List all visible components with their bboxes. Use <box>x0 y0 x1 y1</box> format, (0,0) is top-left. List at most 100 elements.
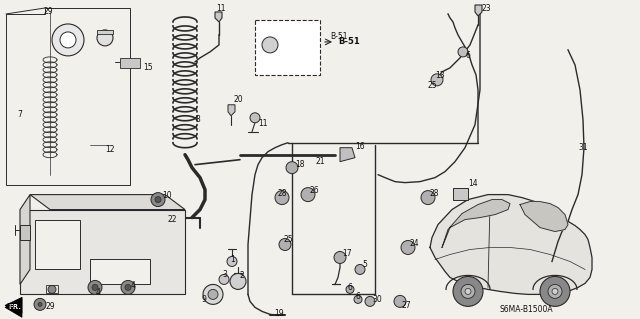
Circle shape <box>461 285 475 298</box>
Polygon shape <box>20 195 30 285</box>
Text: 28: 28 <box>278 189 287 198</box>
Text: 9: 9 <box>202 295 207 304</box>
Polygon shape <box>340 148 355 162</box>
Circle shape <box>92 285 98 290</box>
Text: B-51: B-51 <box>338 37 360 46</box>
Text: 4: 4 <box>131 281 136 290</box>
Text: 20: 20 <box>233 95 243 104</box>
Circle shape <box>151 193 165 207</box>
Circle shape <box>219 274 229 285</box>
Circle shape <box>88 280 102 294</box>
Circle shape <box>275 191 289 204</box>
Circle shape <box>208 289 218 300</box>
Polygon shape <box>5 297 22 313</box>
Circle shape <box>431 74 443 86</box>
Circle shape <box>334 251 346 263</box>
Circle shape <box>279 239 291 250</box>
Text: 25: 25 <box>427 81 436 90</box>
Circle shape <box>453 277 483 306</box>
Text: 25: 25 <box>283 235 292 244</box>
Text: 6: 6 <box>465 51 470 60</box>
Text: 30: 30 <box>372 295 381 304</box>
Text: 6: 6 <box>348 283 353 292</box>
Text: 21: 21 <box>315 157 324 166</box>
Text: B-51: B-51 <box>330 33 348 41</box>
Text: 28: 28 <box>430 189 440 198</box>
Text: 4: 4 <box>96 288 101 297</box>
Circle shape <box>365 296 375 306</box>
Polygon shape <box>30 195 185 210</box>
Text: 11: 11 <box>258 119 268 128</box>
Text: 11: 11 <box>216 4 225 13</box>
Text: FR.: FR. <box>8 304 21 310</box>
Polygon shape <box>453 188 468 200</box>
Circle shape <box>125 285 131 290</box>
Text: 31: 31 <box>578 143 588 152</box>
Text: 10: 10 <box>162 191 172 200</box>
Text: S6MA-B1500A: S6MA-B1500A <box>500 305 554 314</box>
Bar <box>255 20 320 75</box>
Circle shape <box>552 288 558 294</box>
Circle shape <box>121 280 135 294</box>
Circle shape <box>394 295 406 308</box>
Circle shape <box>548 285 562 298</box>
Polygon shape <box>430 195 592 294</box>
Circle shape <box>52 24 84 56</box>
Circle shape <box>465 288 471 294</box>
Text: 5: 5 <box>362 260 367 269</box>
Text: 12: 12 <box>105 145 115 154</box>
Circle shape <box>421 191 435 204</box>
Circle shape <box>34 298 46 310</box>
Circle shape <box>355 264 365 274</box>
Polygon shape <box>442 200 510 248</box>
Text: 24: 24 <box>410 239 420 248</box>
Polygon shape <box>228 105 235 116</box>
Text: 15: 15 <box>143 63 152 72</box>
Text: 17: 17 <box>342 249 351 258</box>
Circle shape <box>401 241 415 255</box>
Text: 8: 8 <box>196 115 201 124</box>
Polygon shape <box>97 30 113 34</box>
Circle shape <box>301 188 315 202</box>
Circle shape <box>38 302 42 306</box>
Text: 3: 3 <box>222 270 227 279</box>
Text: 7: 7 <box>17 110 22 119</box>
Text: 29: 29 <box>44 7 54 17</box>
Text: 29: 29 <box>45 302 54 311</box>
Text: 26: 26 <box>310 186 319 195</box>
Text: 22: 22 <box>168 215 177 224</box>
Polygon shape <box>5 297 22 317</box>
Text: 1: 1 <box>230 255 235 264</box>
Circle shape <box>227 256 237 266</box>
Circle shape <box>346 286 354 293</box>
Text: 19: 19 <box>274 309 284 318</box>
Polygon shape <box>120 58 140 68</box>
Circle shape <box>155 197 161 203</box>
Text: 16: 16 <box>355 142 365 151</box>
Text: FR.: FR. <box>6 303 17 309</box>
Text: 13: 13 <box>435 71 445 80</box>
Circle shape <box>262 37 278 53</box>
Circle shape <box>286 162 298 174</box>
Text: 14: 14 <box>468 179 477 188</box>
Circle shape <box>60 32 76 48</box>
Polygon shape <box>215 12 222 22</box>
Polygon shape <box>90 259 150 285</box>
Text: 2: 2 <box>240 271 244 280</box>
Circle shape <box>354 295 362 303</box>
Circle shape <box>250 113 260 123</box>
Circle shape <box>97 30 113 46</box>
Polygon shape <box>35 219 80 270</box>
Text: 18: 18 <box>295 160 305 169</box>
Polygon shape <box>20 225 30 240</box>
Text: 6: 6 <box>356 292 361 301</box>
Circle shape <box>203 285 223 304</box>
Circle shape <box>48 286 56 293</box>
Text: 23: 23 <box>482 4 492 13</box>
Polygon shape <box>20 210 185 294</box>
Circle shape <box>458 47 468 57</box>
Circle shape <box>230 273 246 289</box>
Circle shape <box>540 277 570 306</box>
Polygon shape <box>520 202 568 232</box>
Polygon shape <box>475 5 482 16</box>
